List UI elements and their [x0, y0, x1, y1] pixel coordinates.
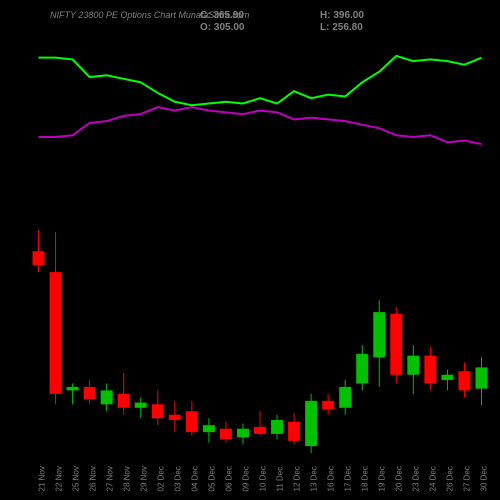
ohlc-low-value: 256.80: [332, 22, 363, 33]
candle-body: [356, 354, 368, 384]
indicator-line-2: [39, 107, 482, 144]
candle-body: [135, 403, 147, 408]
x-axis-label: 26 Dec: [446, 466, 455, 491]
x-axis-label: 24 Dec: [429, 466, 438, 491]
candle-body: [220, 429, 232, 439]
candle-body: [441, 375, 453, 380]
x-axis-label: 27 Nov: [105, 466, 114, 491]
x-axis-label: 26 Nov: [88, 466, 97, 491]
candle-body: [186, 411, 198, 432]
candle-body: [305, 401, 317, 446]
x-axis-label: 29 Nov: [139, 466, 148, 491]
candle-body: [407, 356, 419, 375]
candle-body: [203, 425, 215, 432]
x-axis-label: 03 Dec: [173, 466, 182, 491]
candle-body: [152, 404, 164, 418]
candle-body: [118, 394, 130, 408]
x-axis-label: 27 Dec: [463, 466, 472, 491]
x-axis-label: 23 Dec: [412, 466, 421, 491]
x-axis-label: 30 Dec: [480, 466, 489, 491]
ohlc-open-value: 305.00: [214, 22, 245, 33]
candle-body: [322, 401, 334, 410]
candle-body: [373, 312, 385, 357]
x-axis-label: 05 Dec: [207, 466, 216, 491]
candle-body: [458, 371, 470, 390]
x-axis-label: 22 Nov: [54, 466, 63, 491]
ohlc-high: H: 396.00: [320, 10, 364, 21]
candle-body: [254, 427, 266, 434]
candle-body: [475, 367, 487, 388]
candle-body: [237, 429, 249, 438]
ohlc-open: O: 305.00: [200, 22, 244, 33]
x-axis-label: 02 Dec: [156, 466, 165, 491]
x-axis-label: 17 Dec: [344, 466, 353, 491]
candle-body: [288, 422, 300, 441]
x-axis-label: 25 Nov: [71, 466, 80, 491]
candle-body: [101, 390, 113, 404]
x-axis-label: 09 Dec: [241, 466, 250, 491]
ohlc-low: L: 256.80: [320, 22, 363, 33]
x-axis-label: 20 Dec: [395, 466, 404, 491]
plot-area: [30, 40, 490, 460]
candle-body: [424, 356, 436, 384]
candle-body: [390, 314, 402, 375]
x-axis-label: 10 Dec: [259, 466, 268, 491]
x-axis-label: 06 Dec: [224, 466, 233, 491]
candle-body: [169, 415, 181, 420]
candle-body: [339, 387, 351, 408]
x-axis-label: 12 Dec: [293, 466, 302, 491]
ohlc-high-value: 396.00: [333, 10, 364, 21]
x-axis-label: 21 Nov: [37, 466, 46, 491]
ohlc-close: C: 365.90: [200, 10, 244, 21]
candle-body: [84, 387, 96, 399]
candle-body: [33, 251, 45, 265]
candle-body: [50, 272, 62, 394]
x-axis-label: 16 Dec: [327, 466, 336, 491]
x-axis-label: 18 Dec: [361, 466, 370, 491]
x-axis-label: 13 Dec: [310, 466, 319, 491]
candle-body: [67, 387, 79, 390]
indicator-line-1: [39, 56, 482, 105]
x-axis-label: 28 Nov: [122, 466, 131, 491]
x-axis-label: 19 Dec: [378, 466, 387, 491]
option-chart: NIFTY 23800 PE Options Chart MunafaSutra…: [0, 0, 500, 500]
x-axis-labels: 21 Nov 22 Nov 25 Nov 26 Nov 27 Nov 28 Nov 29 N…: [30, 460, 490, 500]
candle-body: [271, 420, 283, 434]
x-axis-label: 11 Dec: [276, 467, 285, 492]
ohlc-close-value: 365.90: [213, 10, 244, 21]
x-axis-label: 04 Dec: [190, 466, 199, 491]
